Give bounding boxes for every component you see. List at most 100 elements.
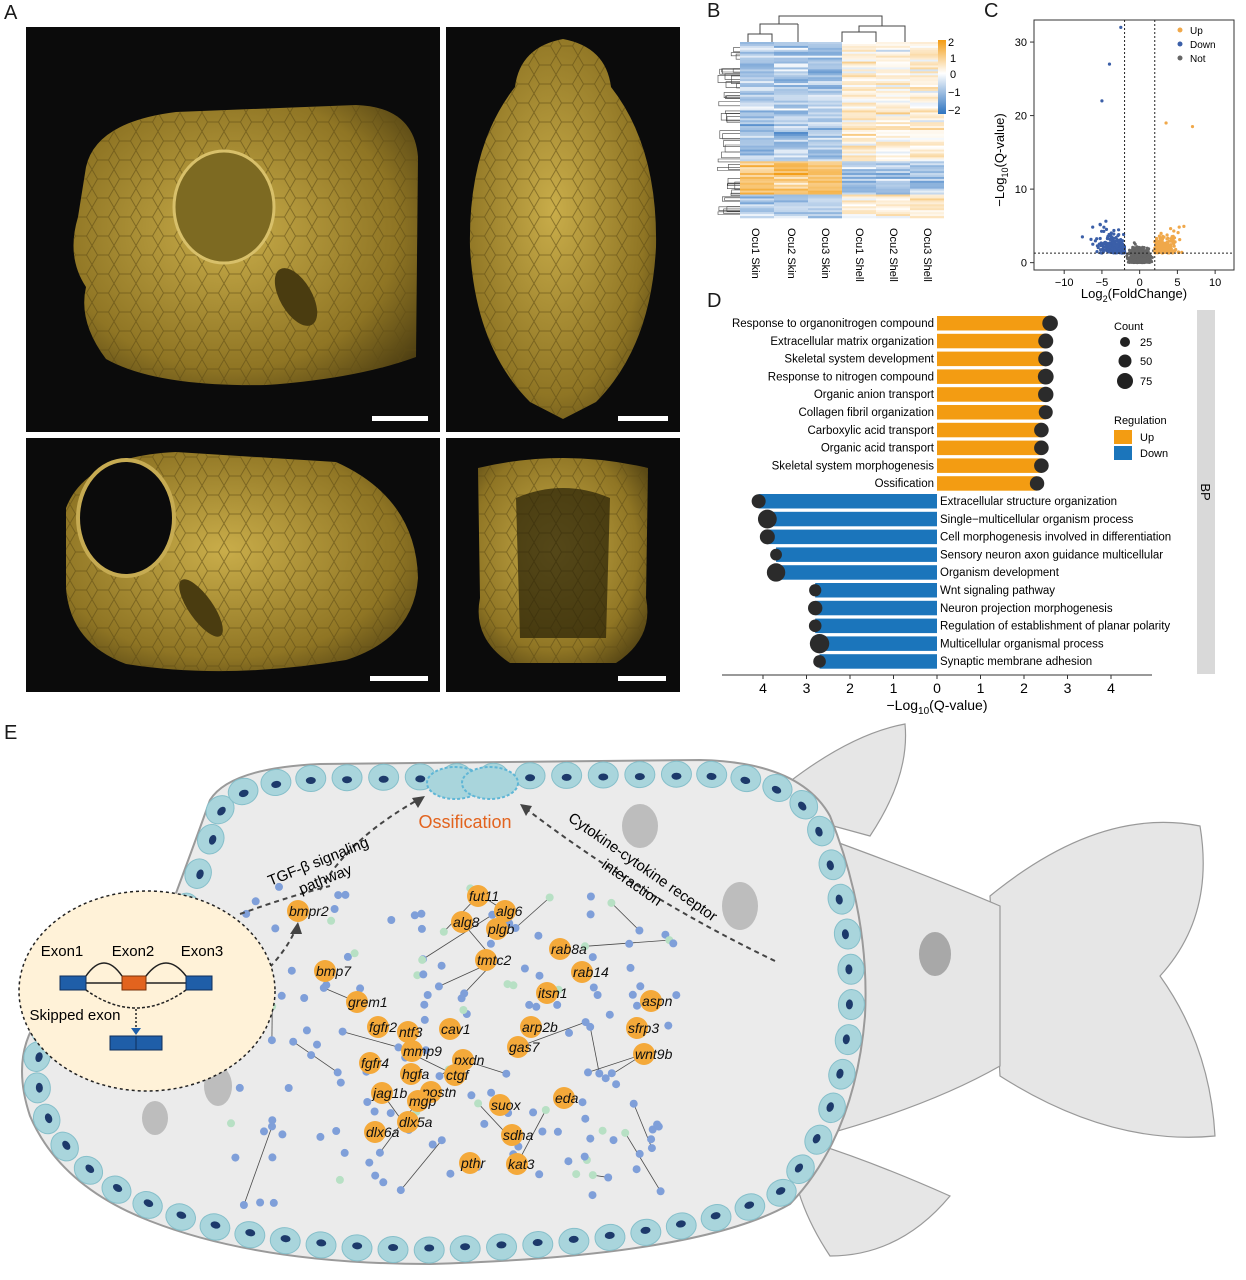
network-node: [316, 1132, 325, 1141]
network-node: [319, 983, 328, 992]
heatmap-cell: [910, 63, 944, 66]
heatmap-cell: [774, 53, 808, 56]
network-edge: [422, 914, 493, 960]
scale-bar: [372, 416, 428, 421]
heatmap-cell: [808, 130, 842, 133]
epidermal-cell: [730, 764, 762, 793]
heatmap-cell: [876, 79, 910, 82]
heatmap-cell: [774, 204, 808, 207]
network-node: [260, 1127, 268, 1136]
heatmap-cell: [876, 77, 910, 80]
cell-nucleus: [238, 789, 249, 798]
network-node: [267, 1036, 276, 1045]
heatmap-cell: [910, 49, 944, 53]
panel-label-a: A: [4, 2, 18, 24]
heatmap-cell: [774, 43, 808, 47]
hub-gene-node: [501, 1124, 523, 1146]
heatmap-cell: [808, 61, 842, 64]
heatmap-cell: [910, 51, 944, 55]
cell-nucleus: [815, 826, 823, 837]
heatmap-cell: [842, 71, 876, 74]
ossification-title: Ossification: [418, 812, 511, 832]
point-up: [1155, 249, 1159, 253]
heatmap-cell: [740, 77, 774, 80]
heatmap-cell: [808, 161, 842, 164]
hub-gene-node: [451, 911, 473, 933]
bar-up: [937, 476, 1038, 491]
point-up: [1163, 244, 1167, 248]
heatmap-cell: [808, 65, 842, 68]
heatmap: 2 1 0 −1 −2 Ocu1 Skin Ocu2 Skin Ocu3 Ski…: [717, 15, 961, 282]
point-down: [1108, 245, 1112, 249]
heatmap-cell: [808, 167, 842, 170]
bar-up: [937, 440, 1042, 456]
heatmap-cell: [774, 85, 808, 88]
heatmap-cell: [740, 202, 774, 205]
arrowhead: [520, 804, 532, 816]
dendrogram-branch: [721, 68, 740, 73]
heatmap-cell: [910, 206, 944, 209]
heatmap-cell: [808, 57, 842, 60]
epidermal-cell: [594, 1223, 626, 1251]
point-up: [1172, 236, 1177, 240]
sample-label: Ocu2 Shell: [887, 228, 899, 282]
heatmap-cell: [910, 92, 944, 96]
hub-gene-label: tmtc2: [477, 952, 511, 968]
heatmap-cell: [808, 120, 842, 123]
panel-label-b: B: [707, 0, 721, 22]
heatmap-cell: [876, 192, 910, 195]
heatmap-cell: [808, 45, 842, 49]
heatmap-cell: [740, 214, 774, 217]
point-up: [1159, 238, 1163, 242]
heatmap-cell: [808, 204, 842, 207]
heatmap-cell: [910, 151, 944, 154]
heatmap-cell: [740, 161, 774, 164]
epidermal-cell: [377, 1236, 409, 1264]
heatmap-cell: [910, 202, 944, 205]
epidermal-cell: [514, 762, 546, 790]
network-node: [520, 964, 529, 973]
heatmap-cell: [808, 59, 842, 62]
network-node: [511, 924, 520, 932]
heatmap-cell: [808, 96, 842, 100]
heatmap-cell: [808, 124, 842, 127]
dendrogram-branch: [724, 144, 740, 153]
x-tick-label: −10: [1055, 277, 1074, 289]
heatmap-cell: [842, 43, 876, 47]
heatmap-cell: [842, 153, 876, 156]
epidermal-cell: [818, 849, 846, 881]
y-tick-label: 0: [1021, 258, 1027, 270]
cell-nucleus: [271, 780, 282, 788]
heatmap-cell: [808, 55, 842, 58]
hub-gene-node: [397, 1111, 419, 1133]
network-node: [335, 1175, 344, 1184]
point-down: [1091, 225, 1095, 229]
heatmap-cell: [842, 47, 876, 51]
network-edge: [517, 1021, 586, 1048]
heatmap-cell: [808, 108, 842, 111]
size-legend-label: 50: [1140, 356, 1152, 368]
network-node: [635, 1149, 644, 1158]
dendrogram-branch: [719, 68, 740, 75]
point-up: [1155, 245, 1160, 249]
heatmap-cell: [876, 130, 910, 133]
heatmap-cell: [808, 69, 842, 72]
heatmap-cell: [842, 85, 876, 88]
hub-gene-label: alg6: [496, 903, 523, 919]
cell-nucleus: [280, 1235, 291, 1243]
heatmap-cell: [842, 131, 876, 135]
network-node: [256, 1198, 265, 1207]
heatmap-cell: [842, 208, 876, 211]
network-edge: [400, 1139, 443, 1191]
heatmap-cell: [740, 63, 774, 66]
heatmap-cell: [842, 214, 876, 217]
heatmap-cell: [808, 206, 842, 209]
network-node: [419, 970, 428, 979]
pathway-arrow-left: [239, 795, 426, 915]
x-tick-label: 3: [803, 680, 811, 696]
heatmap-cell: [876, 124, 910, 127]
count-dot: [809, 633, 830, 654]
heatmap-cell: [876, 206, 910, 209]
heatmap-cell: [774, 124, 808, 127]
network-node: [534, 931, 543, 940]
